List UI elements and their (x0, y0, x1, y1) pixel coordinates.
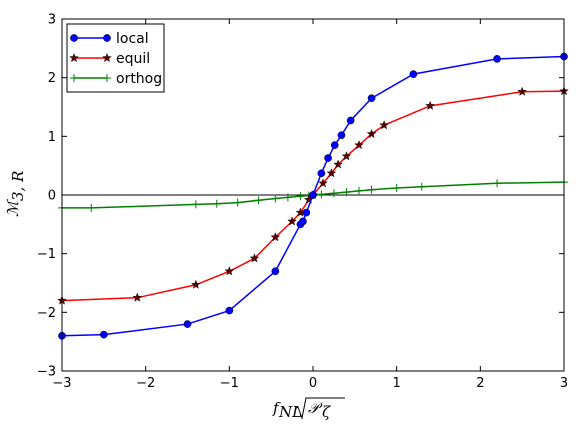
y-axis-label: ℳ3, R (4, 171, 27, 217)
data-point-equil (224, 266, 235, 276)
y-tick-label: −2 (37, 306, 56, 321)
data-point-orthog (296, 192, 305, 201)
x-tick-label: 3 (560, 376, 568, 391)
legend-marker (103, 34, 111, 42)
data-point-equil (318, 178, 328, 188)
data-point-equil (517, 86, 527, 96)
x-tick-label: −2 (136, 376, 155, 391)
data-point-local (324, 154, 332, 162)
x-axis-label-f: f (272, 399, 281, 417)
data-point-equil (287, 216, 297, 226)
data-point-local (493, 55, 501, 63)
sqrt-sign (294, 397, 345, 420)
legend-marker (70, 34, 78, 42)
x-axis-label-zeta: ζ (322, 403, 331, 421)
data-point-orthog (87, 203, 96, 212)
data-point-equil (366, 128, 377, 139)
data-point-local (302, 208, 311, 217)
data-point-equil (249, 253, 260, 263)
data-point-local (225, 306, 234, 315)
data-point-orthog (355, 186, 364, 195)
data-point-orthog (329, 189, 338, 198)
series-local (58, 52, 568, 340)
data-point-equil (333, 159, 343, 169)
data-point-orthog (392, 183, 401, 192)
x-tick-label: −3 (52, 376, 71, 391)
data-point-equil (341, 151, 352, 161)
x-axis-label-p: 𝒫 (308, 399, 323, 417)
data-point-local (367, 94, 376, 103)
legend-marker (102, 52, 112, 63)
data-point-orthog (283, 193, 292, 202)
y-tick-label: 0 (48, 189, 56, 204)
data-point-local (299, 217, 307, 226)
data-point-equil (379, 120, 389, 130)
ticks-layer (61, 18, 565, 372)
data-point-orthog (317, 190, 326, 199)
data-point-local (317, 169, 326, 178)
x-tick-label: 1 (393, 376, 401, 391)
data-point-local (409, 70, 418, 78)
y-axis-label-m: ℳ (4, 199, 22, 217)
data-layer (57, 52, 569, 340)
legend-marker (103, 74, 111, 82)
y-tick-label: 3 (48, 13, 56, 28)
data-point-orthog (212, 199, 221, 208)
data-point-orthog (271, 194, 280, 203)
data-point-equil (191, 279, 201, 289)
data-point-local (99, 330, 108, 339)
legend-label: local (116, 31, 149, 47)
y-tick-label: 1 (48, 130, 56, 145)
legend-label: equil (116, 51, 150, 67)
data-point-local (309, 191, 317, 199)
y-axis-label-sub: 3, R (9, 171, 27, 201)
data-point-equil (270, 232, 281, 242)
legend-label: orthog (116, 71, 162, 87)
data-point-local (271, 267, 280, 276)
legend-item-equil: equil (69, 51, 150, 67)
series-line-local (61, 55, 565, 337)
data-point-orthog (367, 185, 376, 194)
data-point-local (330, 141, 339, 149)
y-tick-label: −3 (37, 365, 56, 380)
legend: local equil orthog (66, 23, 165, 93)
data-point-orthog (342, 188, 351, 197)
data-point-local (183, 320, 192, 328)
data-point-orthog (233, 198, 242, 207)
data-point-equil (354, 140, 364, 150)
data-point-orthog (254, 196, 263, 205)
x-axis-label-sub: NL (278, 403, 302, 421)
legend-item-orthog: orthog (70, 71, 162, 87)
data-point-orthog (417, 182, 426, 191)
x-tick-label: 2 (476, 376, 484, 391)
data-point-equil (425, 100, 435, 110)
data-point-local (337, 131, 346, 140)
data-point-orthog (191, 200, 200, 209)
y-tick-label: −1 (37, 247, 56, 262)
y-tick-label: 2 (48, 71, 56, 86)
x-tick-label: −1 (220, 376, 239, 391)
legend-marker (69, 52, 79, 63)
legend-marker (70, 74, 78, 82)
legend-item-local: local (70, 31, 149, 47)
data-point-local (346, 116, 355, 125)
data-point-equil (326, 168, 337, 178)
data-point-equil (132, 292, 143, 302)
series-equil (57, 86, 569, 305)
data-point-orthog (493, 179, 502, 188)
x-tick-label: 0 (309, 376, 317, 391)
